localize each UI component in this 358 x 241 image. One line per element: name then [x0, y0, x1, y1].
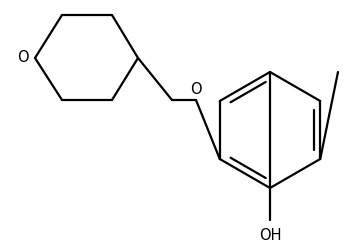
Text: O: O — [190, 82, 202, 98]
Text: OH: OH — [259, 228, 281, 241]
Text: O: O — [17, 51, 29, 66]
